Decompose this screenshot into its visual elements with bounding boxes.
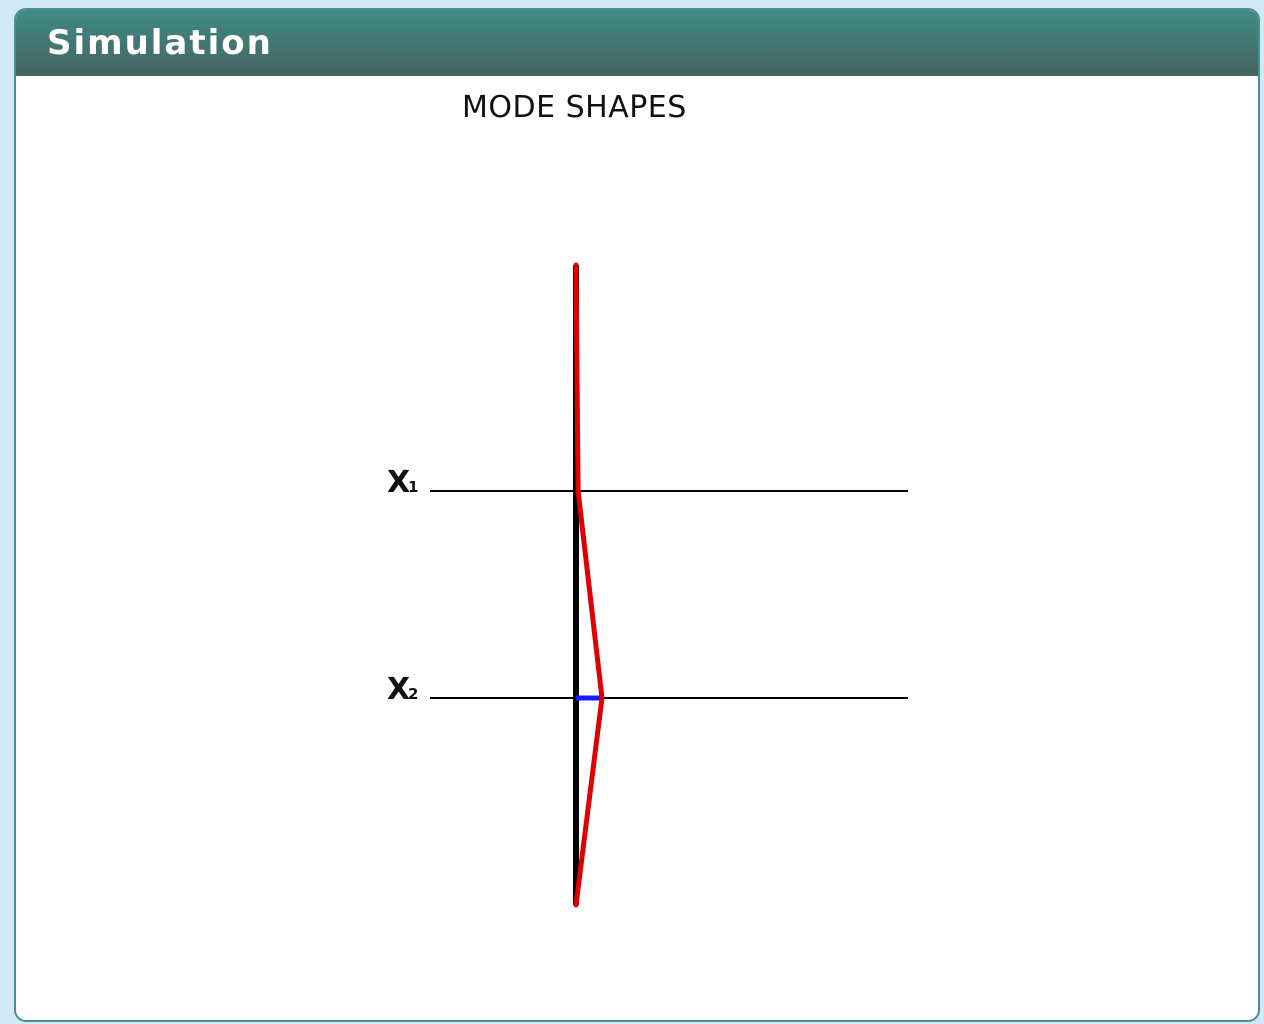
level-label-x2-sub: 2 (408, 685, 418, 703)
simulation-panel: Simulation MODE SHAPES (14, 8, 1260, 1022)
panel-title: Simulation (47, 23, 273, 63)
level-label-x2-main: X (387, 672, 410, 707)
mode-shapes-title: MODE SHAPES (462, 90, 687, 125)
level-label-x1-sub: 1 (408, 478, 418, 496)
panel-header: Simulation (16, 10, 1258, 76)
mode-shape-line (573, 262, 605, 908)
level-label-x1-main: X (387, 465, 410, 500)
